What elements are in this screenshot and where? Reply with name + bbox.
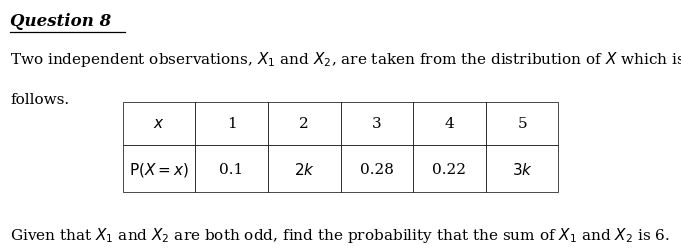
Text: Question 8: Question 8 <box>10 12 112 29</box>
Text: Given that $X_1$ and $X_2$ are both odd, find the probability that the sum of $X: Given that $X_1$ and $X_2$ are both odd,… <box>10 225 670 244</box>
Text: follows.: follows. <box>10 92 69 106</box>
Text: Two independent observations, $X_1$ and $X_2$, are taken from the distribution o: Two independent observations, $X_1$ and … <box>10 50 681 69</box>
